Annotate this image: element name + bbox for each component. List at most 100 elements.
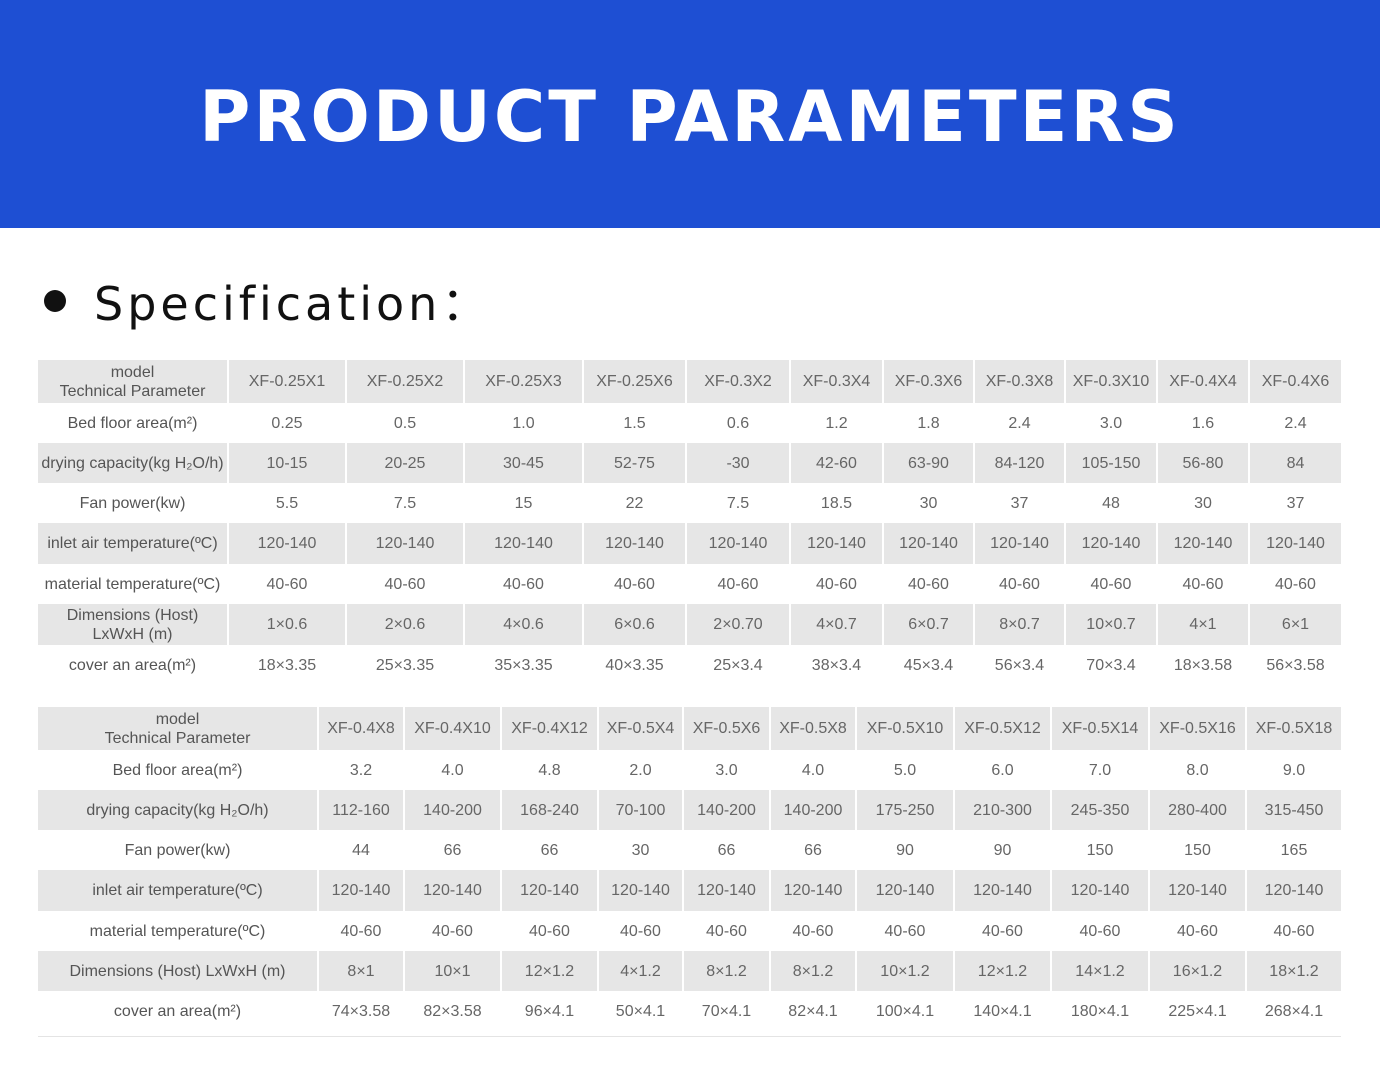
table-cell: 4×0.7 [791,604,884,645]
row-label-cell: Bed floor area(m²) [38,403,229,443]
model-header-cell: XF-0.4X6 [1250,360,1341,403]
table-cell: 120-140 [1247,870,1341,911]
table-cell: 120-140 [771,870,857,911]
table-cell: 6×1 [1250,604,1341,645]
row-label-cell: drying capacity(kg H₂O/h) [38,790,319,830]
model-header-cell: XF-0.5X8 [771,707,857,750]
table-cell: 44 [319,830,405,870]
table-cell: 40-60 [1158,564,1250,604]
table-cell: 66 [405,830,502,870]
table-row: Bed floor area(m²) 0.25 0.5 1.0 1.5 0.6 1.2 1.8… [38,403,1341,443]
table-cell: 225×4.1 [1150,991,1247,1031]
table-cell: 56-80 [1158,443,1250,483]
model-header-cell: XF-0.5X18 [1247,707,1341,750]
table-cell: 4.8 [502,750,599,790]
table-cell: 18×3.58 [1158,645,1250,685]
table-cell: 40-60 [1066,564,1158,604]
model-header-cell: XF-0.5X16 [1150,707,1247,750]
table-cell: 120-140 [684,870,771,911]
table-cell: 315-450 [1247,790,1341,830]
page-title: PRODUCT PARAMETERS [199,76,1181,158]
table-cell: 150 [1150,830,1247,870]
table-cell: 7.5 [687,483,791,523]
table-cell: 10×0.7 [1066,604,1158,645]
table-cell: 35×3.35 [465,645,584,685]
model-header-cell: XF-0.25X1 [229,360,347,403]
table-cell: 96×4.1 [502,991,599,1031]
table-cell: 25×3.4 [687,645,791,685]
table-row: drying capacity(kg H₂O/h) 10-15 20-25 30-45… [38,443,1341,483]
table-cell: 120-140 [347,523,465,564]
table-cell: 5.0 [857,750,955,790]
table-cell: 120-140 [584,523,687,564]
table-cell: 90 [857,830,955,870]
table-cell: 6×0.7 [884,604,975,645]
table-cell: 82×3.58 [405,991,502,1031]
table-cell: 18×1.2 [1247,951,1341,991]
table-cell: 16×1.2 [1150,951,1247,991]
table-cell: 45×3.4 [884,645,975,685]
table-cell: 120-140 [1150,870,1247,911]
table-cell: 63-90 [884,443,975,483]
table-cell: 120-140 [955,870,1052,911]
table-cell: 112-160 [319,790,405,830]
table-cell: 0.6 [687,403,791,443]
table-cell: 18×3.35 [229,645,347,685]
table-cell: 120-140 [1250,523,1341,564]
model-header-cell: XF-0.3X4 [791,360,884,403]
row-label-cell: Dimensions (Host) LxWxH (m) [38,604,229,645]
table-row: Dimensions (Host) LxWxH (m) 1×0.6 2×0.6 4×0… [38,604,1341,645]
model-header-cell: XF-0.5X12 [955,707,1052,750]
table-cell: 66 [502,830,599,870]
table-cell: 10×1.2 [857,951,955,991]
table-row: Fan power(kw) 5.5 7.5 15 22 7.5 18.5 30 37 48 30 37 [38,483,1341,523]
table-cell: 2×0.70 [687,604,791,645]
table-row: inlet air temperature(ºC) 120-140 120-140 1… [38,523,1341,564]
table-cell: 40-60 [1150,911,1247,951]
table-cell: 8×1.2 [684,951,771,991]
table-cell: 40-60 [599,911,684,951]
table-cell: 1.8 [884,403,975,443]
table-cell: 82×4.1 [771,991,857,1031]
table-cell: 40×3.35 [584,645,687,685]
table-cell: 120-140 [465,523,584,564]
table-cell: 3.0 [1066,403,1158,443]
table-cell: 42-60 [791,443,884,483]
table-cell: 40-60 [1273,922,1315,940]
model-header-cell: XF-0.5X4 [599,707,684,750]
table-cell: 120-140 [599,870,684,911]
model-header-cell: XF-0.25X6 [584,360,687,403]
model-header-cell: XF-0.4X8 [319,707,405,750]
table-cell: 66 [684,830,771,870]
table-cell: 52-75 [584,443,687,483]
table-cell: 8×0.7 [975,604,1066,645]
table-cell: 15 [465,483,584,523]
table-cell: 165 [1280,841,1308,859]
table-cell: 6×0.6 [584,604,687,645]
header-label-cell: model Technical Parameter [38,707,319,750]
table-cell: 140×4.1 [955,991,1052,1031]
row-label-cell: material temperature(ºC) [38,564,229,604]
table-cell: 30 [884,483,975,523]
table-cell: 120-140 [502,870,599,911]
model-header-cell: XF-0.3X8 [975,360,1066,403]
table-cell: 168-240 [502,790,599,830]
section-heading-text: Specification： [94,277,492,331]
table-cell: 1.2 [791,403,884,443]
bullet-icon [44,290,66,312]
table-cell: 7.5 [347,483,465,523]
table-cell: 4.0 [771,750,857,790]
table-cell: 1.6 [1158,403,1250,443]
row-label-cell: cover an area(m²) [38,991,319,1031]
table-cell: 268×4.1 [1264,1002,1324,1020]
model-header-cell: XF-0.25X2 [347,360,465,403]
table-cell: 120-140 [319,870,405,911]
table-cell: 18.5 [791,483,884,523]
table-cell: 175-250 [857,790,955,830]
table-cell: 0.5 [347,403,465,443]
table-cell: 56×3.4 [975,645,1066,685]
table-cell: 10×1 [405,951,502,991]
table-cell: 10-15 [229,443,347,483]
table-cell: 2.4 [1284,414,1307,432]
table-cell: 56×3.58 [1266,656,1325,674]
